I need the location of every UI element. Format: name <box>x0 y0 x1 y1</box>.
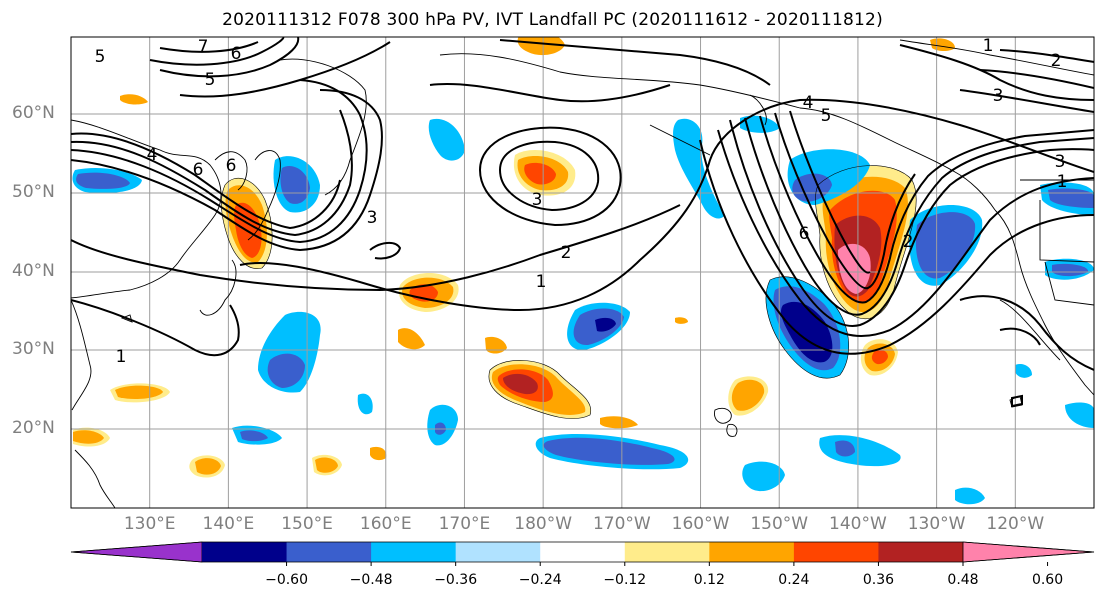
contour-label: 4 <box>147 145 158 165</box>
contour-label: 3 <box>367 208 378 228</box>
contour-label: 6 <box>231 44 242 64</box>
colorbar-segment <box>202 542 288 562</box>
contour-label: 1 <box>536 272 547 292</box>
contour-label: 5 <box>821 106 832 126</box>
contour-label: 3 <box>993 86 1004 106</box>
latitude-label: 20°N <box>12 418 55 438</box>
contour-label: 7 <box>198 37 209 57</box>
colorbar-tick-label: −0.24 <box>518 572 562 588</box>
colorbar-segment <box>371 542 457 562</box>
colorbar-tick-label: 0.24 <box>778 572 810 588</box>
contour-label: 6 <box>799 224 810 244</box>
contour-label: 5 <box>205 70 216 90</box>
map-title: 2020111312 F078 300 hPa PV, IVT Landfall… <box>222 10 883 30</box>
contour-label: 6 <box>193 160 204 180</box>
map-frame <box>70 36 1095 509</box>
contour-label: 2 <box>903 232 914 252</box>
colorbar-segment <box>455 542 541 562</box>
colorbar-tick-label: −0.48 <box>349 572 393 588</box>
latitude-label: 40°N <box>12 261 55 281</box>
contour-label: 2 <box>1051 51 1062 71</box>
contour-label: 5 <box>95 47 106 67</box>
colorbar-segment <box>709 542 795 562</box>
colorbar-segment <box>286 542 372 562</box>
contour-label: 3 <box>532 190 543 210</box>
longitude-label: 130°E <box>123 514 176 534</box>
longitude-label: 150°E <box>281 514 333 534</box>
colorbar-tick-label: −0.12 <box>603 572 647 588</box>
contour-label: 6 <box>226 156 237 176</box>
longitude-label: 120°W <box>986 514 1045 534</box>
graticule-grid <box>71 37 1094 508</box>
longitude-label: 140°E <box>202 514 255 534</box>
longitude-label: 180°W <box>514 514 573 534</box>
contour-label: 1 <box>1057 172 1068 192</box>
colorbar-tick-label: 0.12 <box>693 572 725 588</box>
colorbar-extend-low <box>70 541 203 563</box>
colorbar-tick-label: −0.60 <box>265 572 308 588</box>
colorbar-segment <box>878 542 964 562</box>
colorbar-tick-label: 0.36 <box>862 572 895 588</box>
longitude-label: 140°W <box>829 514 887 534</box>
colorbar-segment <box>793 542 879 562</box>
colorbar-segment <box>540 542 626 562</box>
longitude-label: 160°W <box>671 514 730 534</box>
colorbar <box>70 541 1095 566</box>
longitude-label: 130°W <box>907 514 966 534</box>
longitude-label: 160°E <box>359 514 412 534</box>
colorbar-segment <box>624 542 710 562</box>
colorbar-tick-label: 0.60 <box>1031 572 1064 588</box>
colorbar-tick-label: −0.36 <box>434 572 478 588</box>
contour-label: 3 <box>1055 152 1066 172</box>
longitude-label: 150°W <box>750 514 809 534</box>
contour-label: 2 <box>561 243 572 263</box>
colorbar-extend-high <box>962 541 1095 563</box>
longitude-label: 170°W <box>592 514 651 534</box>
latitude-label: 30°N <box>12 339 55 359</box>
contour-label: 1 <box>116 347 127 367</box>
pv-contours <box>71 37 1094 408</box>
longitude-label: 170°E <box>438 514 491 534</box>
contour-label: 1 <box>983 36 994 56</box>
latitude-label: 50°N <box>12 182 55 202</box>
coastlines <box>71 39 1094 508</box>
latitude-label: 60°N <box>12 103 55 123</box>
contour-label: 4 <box>803 93 814 113</box>
colorbar-tick-label: 0.48 <box>947 572 979 588</box>
